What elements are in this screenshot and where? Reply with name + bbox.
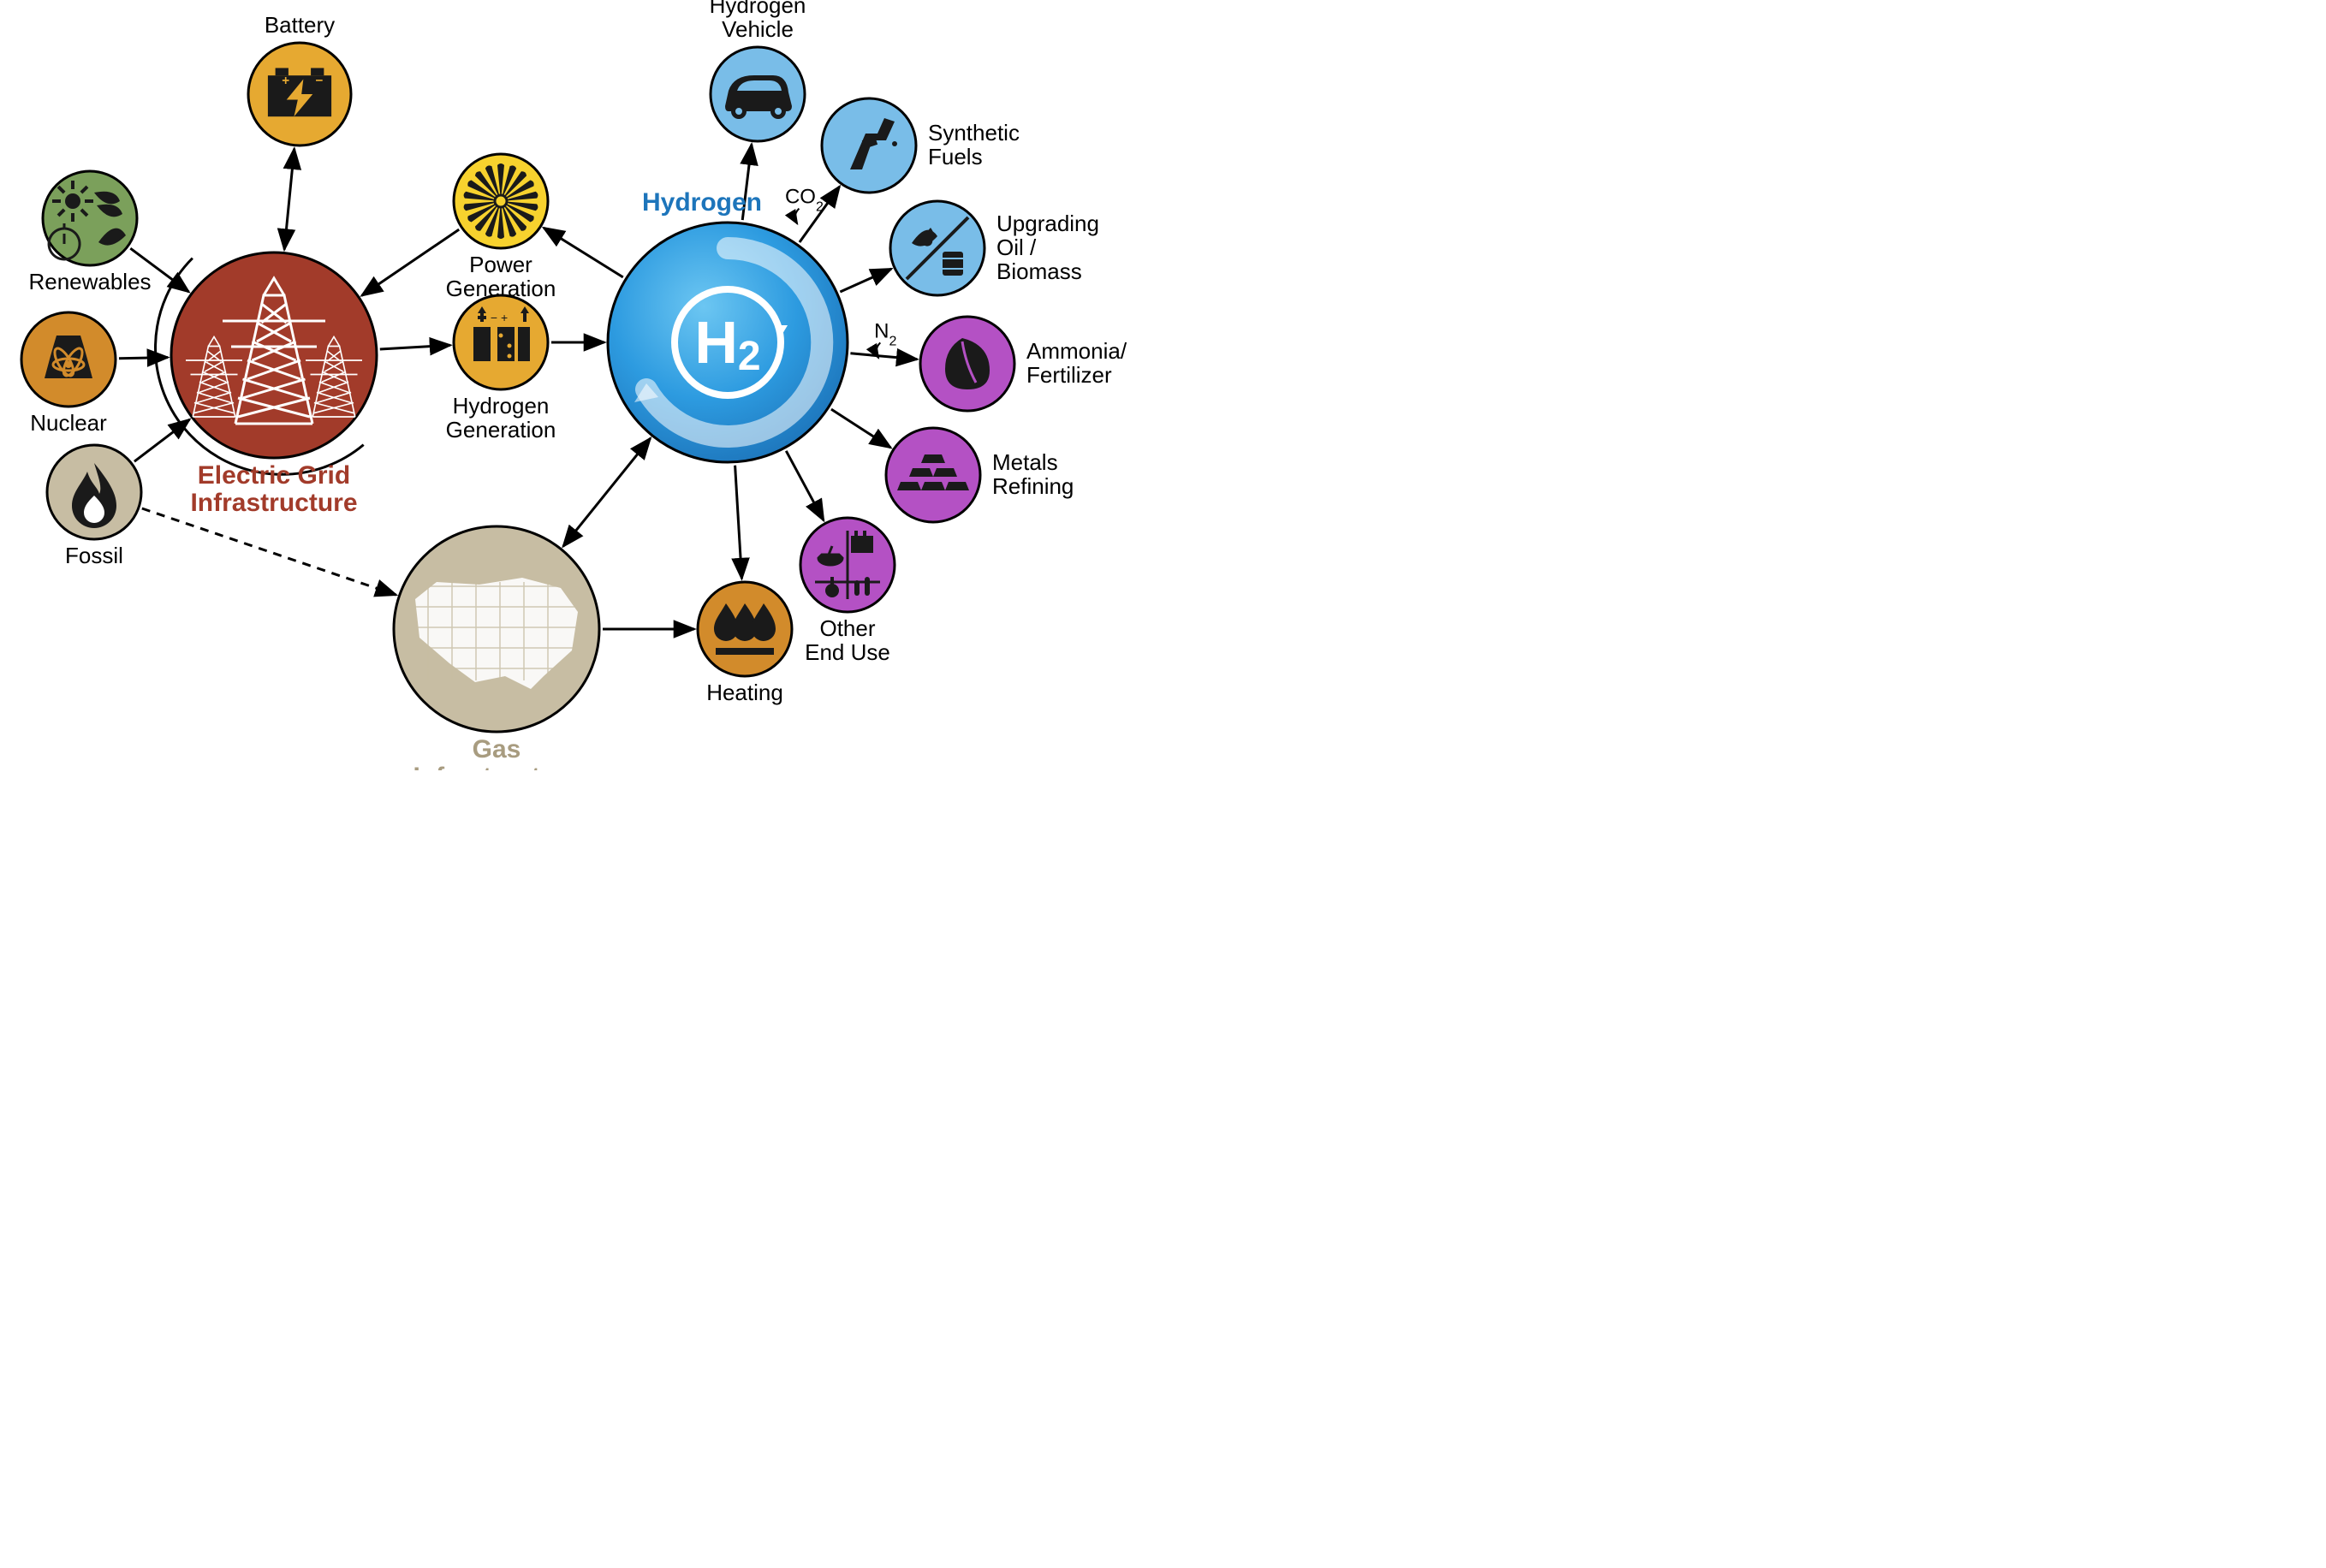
node-ammonia-label: Ammonia/ (1026, 338, 1127, 364)
node-synthetic_fuels (822, 98, 916, 193)
node-oil_biomass (890, 201, 985, 295)
hub-gas (394, 526, 599, 732)
node-other-label: End Use (805, 639, 890, 665)
node-oil_biomass-label: Oil / (996, 235, 1037, 260)
hub-gas-label: Gas (473, 735, 521, 763)
node-synthetic_fuels-label: Synthetic (928, 120, 1020, 146)
node-metals-label: Refining (992, 473, 1074, 499)
node-synthetic_fuels-label: Fuels (928, 144, 983, 169)
node-other-label: Other (819, 615, 875, 641)
node-fossil (47, 445, 141, 539)
node-h2_vehicle (711, 47, 805, 141)
node-other (800, 518, 895, 612)
hub-grid-label: Infrastructure (190, 489, 357, 517)
node-h2_vehicle-label: Hydrogen (710, 0, 806, 18)
svg-text:+: + (282, 74, 289, 88)
edge-label: N2 (874, 319, 896, 348)
node-power_gen-label: Power (469, 252, 532, 277)
node-metals-label: Metals (992, 449, 1058, 475)
node-oil_biomass-label: Biomass (996, 258, 1082, 284)
node-nuclear (21, 312, 116, 407)
node-power_gen (454, 154, 548, 248)
edge-label: CO2 (785, 186, 824, 215)
node-renewables-label: Renewables (28, 269, 151, 294)
node-fossil-label: Fossil (65, 543, 123, 568)
node-hydrogen_gen-label: Generation (446, 417, 556, 442)
node-ammonia-label: Fertilizer (1026, 362, 1112, 388)
hub-grid-label: Electric Grid (198, 461, 350, 490)
svg-text:− +: − + (491, 311, 508, 324)
node-heating (698, 582, 792, 676)
hydrogen-infrastructure-diagram: CO2N2Electric GridInfrastructureH2Hydrog… (0, 0, 1164, 770)
node-hydrogen_gen: − + (454, 295, 548, 389)
node-battery: +− (248, 43, 351, 146)
hub-hydrogen-label: Hydrogen (642, 188, 762, 217)
node-nuclear-label: Nuclear (30, 410, 107, 436)
node-hydrogen_gen-label: Hydrogen (453, 393, 550, 419)
node-battery-label: Battery (265, 12, 335, 38)
hub-grid (171, 252, 377, 458)
hub-gas-label: Infrastructure (413, 763, 580, 770)
node-metals (886, 428, 980, 522)
node-oil_biomass-label: Upgrading (996, 211, 1099, 236)
node-ammonia (920, 317, 1014, 411)
node-renewables (43, 171, 137, 265)
hub-hydrogen: H2 (608, 223, 848, 462)
node-h2_vehicle-label: Vehicle (722, 16, 794, 42)
svg-text:−: − (316, 74, 324, 88)
node-heating-label: Heating (706, 680, 783, 705)
